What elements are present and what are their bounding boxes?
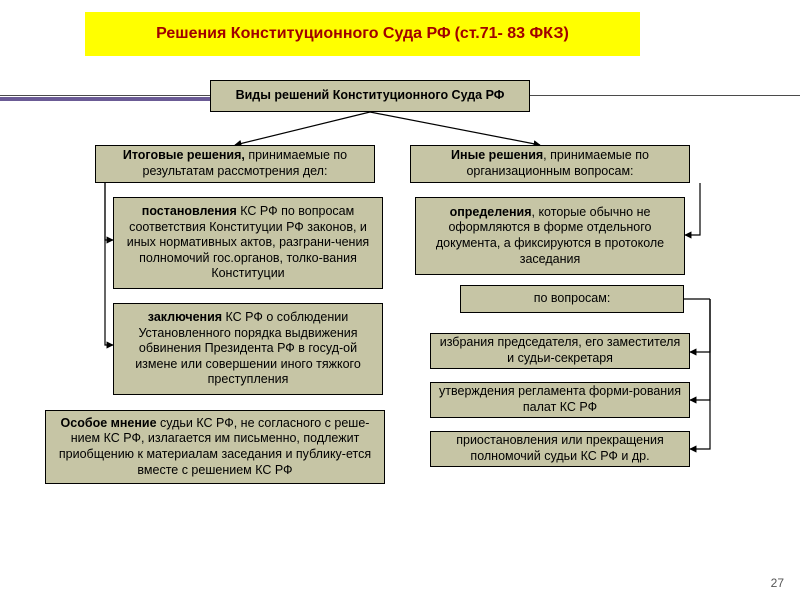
connector-0 [235, 112, 370, 145]
connector-7 [690, 299, 710, 449]
box-root: Виды решений Конституционного Суда РФ [210, 80, 530, 112]
connector-6 [690, 299, 710, 400]
box-right_head: Иные решения, принимаемые по организацио… [410, 145, 690, 183]
box-left_a: постановления КС РФ по вопросам соответс… [113, 197, 383, 289]
box-right_a: определения, которые обычно не оформляют… [415, 197, 685, 275]
box-right_c-text: избрания председателя, его заместителя и… [440, 335, 681, 365]
title-main: Решения Конституционного Суда РФ [156, 25, 450, 43]
box-left_b-bold: заключения [148, 310, 222, 324]
box-right_b: по вопросам: [460, 285, 684, 313]
connector-3 [105, 183, 113, 345]
box-right_e: приостановления или прекращения полномоч… [430, 431, 690, 467]
connector-5 [690, 299, 710, 352]
box-left_b: заключения КС РФ о соблюдении Установлен… [113, 303, 383, 395]
box-left_head-bold: Итоговые решения, [123, 148, 245, 162]
box-left_a-bold: постановления [142, 204, 237, 218]
box-right_head-bold: Иные решения [451, 148, 543, 162]
box-right_b-text: по вопросам: [534, 291, 611, 305]
connector-1 [370, 112, 540, 145]
box-right_e-text: приостановления или прекращения полномоч… [456, 433, 664, 463]
box-right_d-text: утверждения регламента форми-рования пал… [439, 384, 681, 414]
title-banner: Решения Конституционного Суда РФ (ст.71-… [85, 12, 640, 56]
box-root-bold: Виды решений Конституционного Суда РФ [236, 88, 505, 102]
box-left_head: Итоговые решения, принимаемые по результ… [95, 145, 375, 183]
box-footer-bold: Особое мнение [61, 416, 157, 430]
box-footer: Особое мнение судьи КС РФ, не согласного… [45, 410, 385, 484]
page-number: 27 [771, 576, 784, 590]
box-right_a-bold: определения [450, 205, 532, 219]
box-right_c: избрания председателя, его заместителя и… [430, 333, 690, 369]
box-right_d: утверждения регламента форми-рования пал… [430, 382, 690, 418]
connector-2 [105, 183, 113, 240]
title-sub: (ст.71- 83 ФКЗ) [455, 25, 569, 43]
connector-4 [685, 183, 700, 235]
